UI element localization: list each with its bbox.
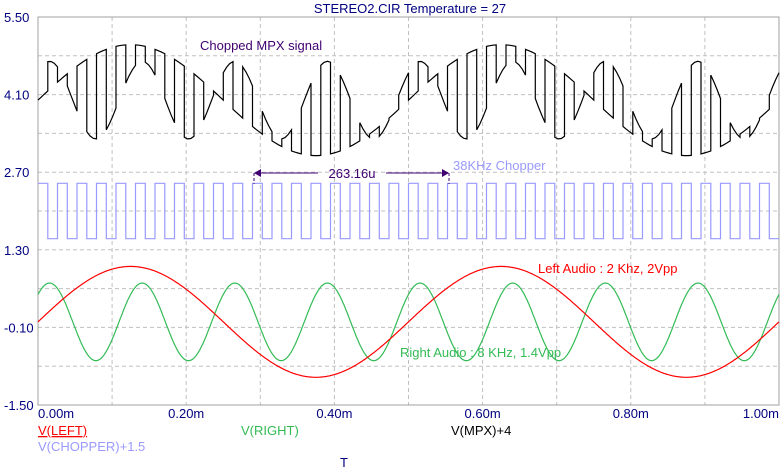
legend-chopper[interactable]: V(CHOPPER)+1.5	[38, 439, 145, 454]
legend-mpx[interactable]: V(MPX)+4	[451, 423, 511, 438]
x-tick-label: 0.20m	[168, 406, 204, 421]
marker-arrow-left	[254, 169, 261, 177]
y-tick-label: -1.50	[4, 398, 34, 413]
y-tick-label: 5.50	[4, 10, 29, 25]
chart-title: STEREO2.CIR Temperature = 27	[314, 1, 506, 16]
annotation-right: Right Audio : 8 KHz, 1.4Vpp	[400, 345, 561, 360]
annotation-left: Left Audio : 2 Khz, 2Vpp	[538, 261, 678, 276]
marker-arrow-right	[442, 169, 449, 177]
y-tick-label: 2.70	[4, 165, 29, 180]
x-axis-label: T	[340, 455, 348, 470]
x-tick-label: 0.60m	[465, 406, 501, 421]
y-tick-label: 1.30	[4, 243, 29, 258]
y-axis: 5.50 4.10 2.70 1.30 -0.10 -1.50	[4, 10, 34, 413]
y-tick-label: -0.10	[4, 320, 34, 335]
x-tick-label: 1.00m	[743, 406, 779, 421]
legend-left[interactable]: V(LEFT)	[38, 423, 87, 438]
trace-right	[37, 282, 780, 362]
traces	[37, 44, 780, 378]
annotation-mpx: Chopped MPX signal	[200, 38, 322, 53]
marker-label: 263.16u	[329, 166, 376, 181]
x-axis: 0.00m 0.20m 0.40m 0.60m 0.80m 1.00m	[38, 406, 779, 421]
y-tick-label: 4.10	[4, 88, 29, 103]
grid	[38, 17, 779, 405]
x-tick-label: 0.40m	[316, 406, 352, 421]
plot-frame	[37, 16, 780, 406]
trace-left	[37, 265, 780, 378]
annotation-chopper: 38KHz Chopper	[453, 158, 546, 173]
trace-mpx	[37, 44, 780, 157]
legend-right[interactable]: V(RIGHT)	[241, 423, 299, 438]
trace-chopper	[38, 182, 779, 240]
x-tick-label: 0.80m	[613, 406, 649, 421]
period-marker: 263.16u	[253, 166, 450, 184]
x-tick-label: 0.00m	[38, 406, 74, 421]
